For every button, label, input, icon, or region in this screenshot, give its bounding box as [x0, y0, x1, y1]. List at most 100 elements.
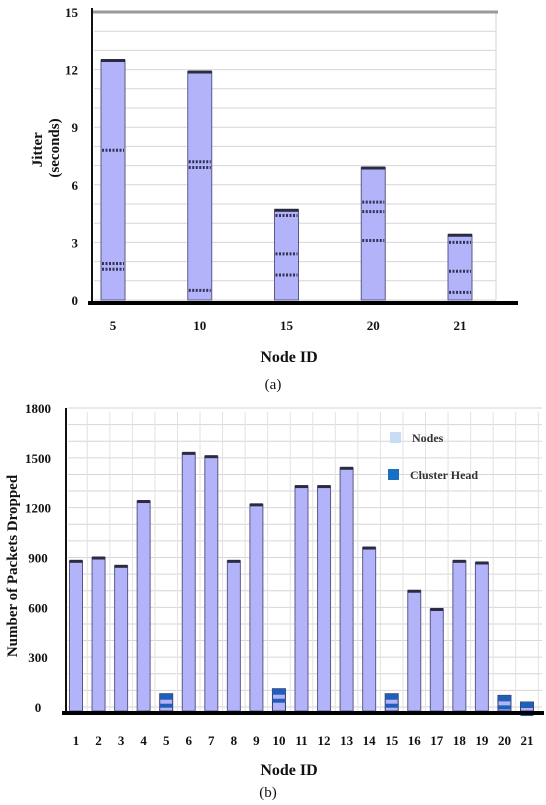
- bar-cap-node-13: [340, 466, 354, 470]
- x-tick-label-a: 10: [193, 318, 206, 333]
- bar-node-16: [407, 590, 422, 712]
- x-tick-label-b: 16: [408, 733, 422, 748]
- bar-cap-node-7: [204, 455, 218, 459]
- bar-cap-node-16: [407, 589, 421, 593]
- y-tick-label-b: 600: [28, 600, 48, 615]
- x-tick-labels-a: 5 10 15 20 21: [110, 318, 467, 333]
- bar-node-14: [362, 547, 377, 712]
- y-tick-label-b: 1800: [25, 401, 51, 416]
- x-axis-title-b: Node ID: [260, 762, 317, 779]
- y-tick-label-a: 9: [72, 120, 79, 135]
- caption-a: (a): [265, 377, 282, 393]
- x-tick-label-b: 14: [363, 733, 377, 748]
- x-tick-label-b: 20: [498, 733, 511, 748]
- bar-cap-node-6: [182, 451, 196, 455]
- bar-node-8: [226, 560, 241, 712]
- bar-node-7: [204, 455, 219, 712]
- bar-node-10: [187, 71, 213, 301]
- legend-swatch-cluster-head: [388, 469, 399, 480]
- x-tick-label-b: 5: [163, 733, 170, 748]
- x-tick-label-b: 11: [295, 733, 307, 748]
- legend-label-cluster-head: Cluster Head: [410, 468, 478, 482]
- bar-node-9: [249, 503, 264, 712]
- cluster-head-band-mid-15: [385, 703, 399, 708]
- cluster-head-band-top-15: [385, 693, 399, 700]
- bar-node-4: [136, 500, 151, 712]
- cluster-head-band-mid-20: [497, 705, 511, 710]
- bar-cap-node-15: [274, 208, 299, 212]
- x-tick-label-b: 8: [231, 733, 238, 748]
- x-tick-label-a: 21: [454, 318, 467, 333]
- bar-cap-node-18: [452, 559, 466, 563]
- bar-node-5: [100, 59, 126, 301]
- y-tick-label-b: 300: [28, 650, 48, 665]
- bars-a: [100, 59, 473, 301]
- bar-cap-node-2: [92, 556, 106, 560]
- x-tick-label-b: 21: [521, 733, 534, 748]
- y-tick-label-a: 6: [72, 178, 79, 193]
- y-tick-label-a: 0: [72, 293, 79, 308]
- legend-swatch-nodes: [390, 432, 401, 443]
- cluster-head-band-mid-5: [159, 703, 173, 708]
- x-tick-label-b: 10: [272, 733, 285, 748]
- bar-cap-node-19: [475, 561, 489, 565]
- y-tick-label-a: 15: [65, 5, 79, 20]
- jitter-chart: 0 3 6 9 12 15 5 10 15 20 21 Jitter (seconds) Node…: [30, 5, 518, 393]
- x-tick-label-b: 12: [318, 733, 331, 748]
- x-tick-labels-b: 1 2 3 4 5 6 7 8 9 10 11 12 13 14 15 16 17 18 19 20 21: [73, 733, 534, 748]
- bar-node-1: [69, 560, 83, 712]
- bar-node-6: [181, 452, 196, 712]
- bar-cap-node-10: [187, 70, 212, 74]
- x-tick-label-b: 13: [340, 733, 354, 748]
- x-tick-label-b: 7: [208, 733, 215, 748]
- bar-cap-node-4: [137, 500, 151, 504]
- bar-node-21: [447, 234, 473, 301]
- gridlines-a: [94, 11, 497, 301]
- bars-b: [69, 451, 534, 717]
- cluster-head-band-top-10: [272, 688, 286, 695]
- bar-cap-node-21: [448, 233, 472, 237]
- x-tick-label-a: 5: [110, 318, 117, 333]
- x-tick-label-a: 15: [280, 318, 294, 333]
- bar-cap-node-12: [317, 485, 331, 489]
- bar-cap-node-20: [361, 166, 386, 170]
- bar-node-17: [429, 608, 444, 712]
- x-tick-label-b: 6: [186, 733, 193, 748]
- bar-cap-node-1: [69, 559, 83, 563]
- cluster-head-band-top-20: [497, 695, 511, 702]
- x-tick-label-b: 15: [385, 733, 399, 748]
- y-tick-labels-b: 0 300 600 900 1200 1500 1800: [25, 401, 51, 715]
- x-tick-label-b: 3: [118, 733, 125, 748]
- x-tick-label-b: 9: [253, 733, 260, 748]
- x-tick-label-b: 18: [453, 733, 467, 748]
- y-axis-title-a: Jitter (seconds): [30, 118, 63, 177]
- legend-label-nodes: Nodes: [412, 431, 444, 445]
- y-tick-labels-a: 0 3 6 9 12 15: [65, 5, 79, 308]
- x-tick-label-b: 17: [430, 733, 444, 748]
- bar-node-19: [474, 561, 489, 712]
- y-tick-label-b: 0: [35, 700, 42, 715]
- legend-b: Nodes Cluster Head: [388, 431, 478, 482]
- cluster-head-band-top-5: [159, 693, 173, 700]
- bar-node-3: [114, 565, 129, 712]
- bar-cap-node-3: [114, 564, 128, 568]
- x-tick-label-b: 4: [140, 733, 147, 748]
- y-tick-label-a: 12: [65, 63, 78, 78]
- bar-node-13: [339, 467, 354, 712]
- x-tick-label-b: 19: [475, 733, 489, 748]
- y-tick-label-b: 900: [28, 551, 48, 566]
- bar-node-11: [294, 485, 309, 712]
- y-tick-label-b: 1200: [25, 501, 51, 516]
- bar-node-20: [360, 167, 386, 301]
- bar-cap-node-5: [101, 59, 125, 62]
- cluster-head-band-top-21: [520, 702, 534, 709]
- y-axis-title-a-line1: Jitter: [30, 132, 46, 167]
- y-axis-title-a-line2: (seconds): [47, 118, 63, 177]
- cluster-head-band-mid-10: [272, 698, 286, 703]
- bar-node-12: [317, 485, 332, 712]
- x-tick-label-b: 1: [73, 733, 80, 748]
- bar-cap-node-8: [227, 559, 241, 563]
- x-tick-label-b: 2: [95, 733, 102, 748]
